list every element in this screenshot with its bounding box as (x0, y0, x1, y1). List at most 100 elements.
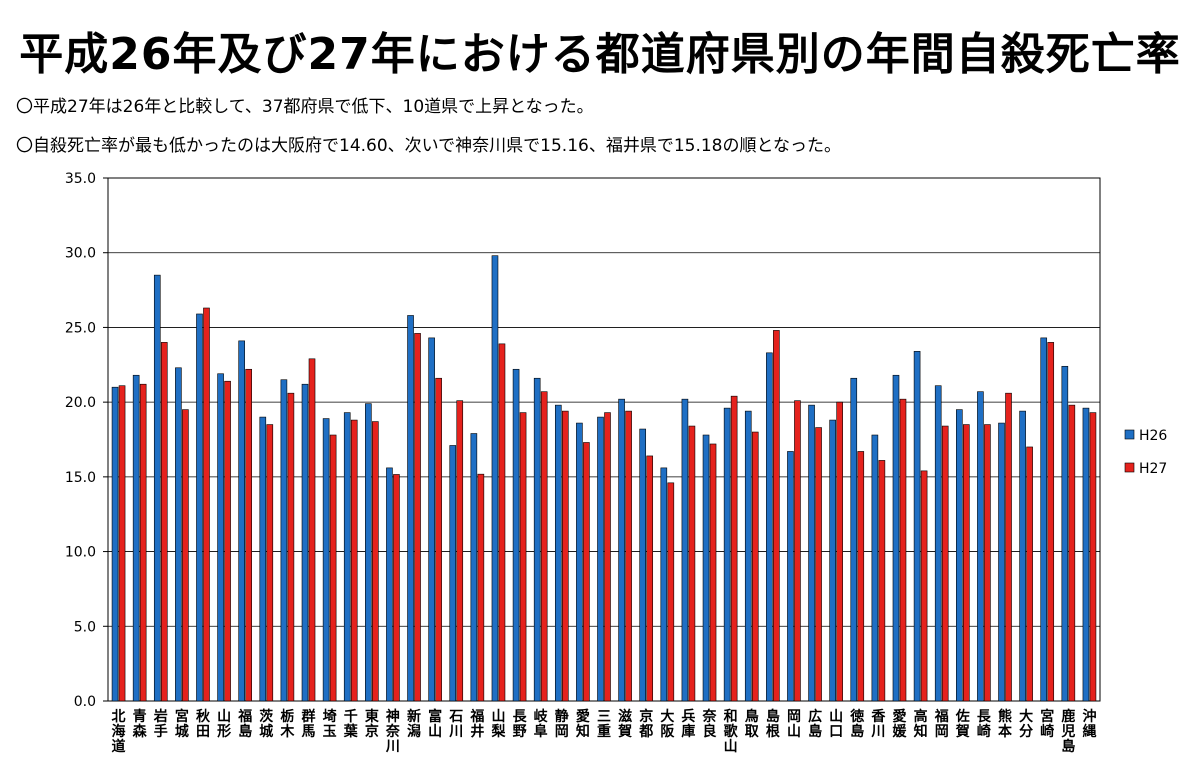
legend-swatch-h26 (1124, 429, 1135, 440)
x-tick-label: 静岡 (555, 708, 569, 740)
bar-h27 (477, 473, 485, 702)
x-tick-label: 兵庫 (681, 708, 695, 740)
x-tick-label: 神奈川 (385, 708, 401, 755)
bar-h26 (322, 418, 330, 702)
bar-h26 (533, 377, 541, 702)
bar-h27 (688, 425, 696, 702)
bar-h27 (203, 307, 210, 702)
bar-h26 (132, 374, 140, 702)
bar-h26 (892, 374, 900, 702)
bar-h27 (815, 427, 822, 702)
bar-h26 (850, 377, 858, 702)
bar-h26 (407, 315, 414, 702)
bar-h27 (118, 385, 126, 702)
bar-h27 (963, 424, 970, 702)
x-tick-label: 宮崎 (1040, 708, 1054, 740)
bar-h26 (554, 404, 562, 702)
bar-h26 (259, 416, 267, 702)
x-tick-label: 京都 (638, 708, 653, 740)
bar-h26 (196, 313, 203, 702)
bar-h27 (160, 342, 168, 702)
x-tick-label: 島根 (766, 708, 781, 740)
x-tick-label: 長野 (513, 709, 528, 740)
bar-h27 (350, 419, 358, 702)
bar-h27 (1047, 342, 1055, 702)
x-tick-label: 石川 (448, 709, 463, 740)
x-tick-label: 大分 (1019, 708, 1033, 740)
bar-h26 (639, 428, 647, 702)
bar-h26 (956, 409, 963, 702)
bar-h26 (913, 351, 921, 702)
bar-h27 (540, 391, 548, 702)
x-tick-label: 富山 (428, 708, 442, 740)
bar-h26 (787, 451, 794, 702)
bar-h27 (414, 333, 421, 702)
bar-h26 (681, 398, 689, 702)
bar-h26 (744, 410, 752, 702)
bar-h27 (1068, 404, 1076, 702)
bar-h26 (1082, 407, 1090, 702)
x-tick-label: 和歌山 (724, 709, 739, 755)
bar-h27 (920, 470, 928, 702)
y-tick-label: 35.0 (65, 171, 96, 187)
bar-h27 (941, 425, 949, 702)
x-tick-label: 沖縄 (1082, 708, 1096, 740)
bar-h26 (871, 434, 879, 702)
x-tick-label: 愛媛 (891, 708, 907, 740)
bar-h26 (280, 379, 288, 702)
x-tick-label: 岩手 (153, 708, 168, 740)
bar-h26 (808, 404, 815, 702)
bar-h26 (365, 403, 372, 702)
x-tick-label: 青森 (133, 708, 148, 740)
bar-h27 (984, 424, 991, 702)
bar-h27 (878, 460, 886, 702)
bar-h27 (139, 383, 147, 702)
x-tick-label: 広島 (808, 708, 822, 740)
bar-h26 (491, 255, 499, 702)
bar-h27 (329, 434, 337, 702)
legend-label-h26: H26 (1139, 428, 1167, 444)
bar-h27 (372, 421, 379, 702)
bar-h27 (435, 377, 442, 702)
bar-h27 (583, 442, 590, 702)
x-tick-label: 群馬 (301, 708, 316, 740)
bar-h26 (766, 352, 773, 702)
bar-h26 (217, 373, 224, 702)
x-tick-label: 鹿児島 (1060, 708, 1075, 755)
x-tick-label: 岐阜 (534, 708, 549, 740)
summary-note-1: 〇平成27年は26年と比較して、37都府県で低下、10道県で上昇となった。 (16, 97, 594, 117)
x-tick-label: 新潟 (407, 708, 421, 740)
y-tick-label: 20.0 (65, 395, 96, 411)
bar-h27 (625, 410, 632, 702)
bar-h26 (723, 407, 731, 702)
y-tick-label: 0.0 (74, 694, 96, 710)
bar-h27 (308, 358, 316, 702)
bar-h26 (428, 337, 435, 702)
bar-h27 (287, 392, 295, 702)
bar-h27 (604, 412, 611, 702)
bar-h27 (456, 400, 464, 702)
bar-h26 (702, 434, 710, 702)
bar-h27 (857, 451, 865, 702)
bar-h26 (829, 419, 836, 702)
bar-h27 (498, 343, 506, 702)
bar-h27 (1026, 446, 1033, 702)
bar-h26 (470, 433, 478, 702)
bar-h26 (153, 274, 161, 702)
y-tick-label: 25.0 (65, 320, 96, 336)
bar-h27 (751, 431, 759, 702)
x-tick-label: 栃木 (279, 708, 295, 740)
bar-h26 (998, 422, 1005, 702)
x-tick-label: 高知 (914, 708, 928, 740)
bar-h27 (519, 412, 527, 702)
x-tick-label: 岡山 (787, 709, 801, 740)
x-tick-label: 山口 (829, 709, 843, 740)
bar-h27 (224, 380, 231, 702)
bar-h27 (1089, 412, 1097, 702)
x-tick-label: 福島 (237, 708, 252, 740)
bar-h26 (576, 422, 583, 702)
bar-h26 (512, 368, 520, 702)
page-title: 平成26年及び27年における都道府県別の年間自殺死亡率 (19, 29, 1181, 80)
x-tick-label: 熊本 (998, 708, 1013, 740)
